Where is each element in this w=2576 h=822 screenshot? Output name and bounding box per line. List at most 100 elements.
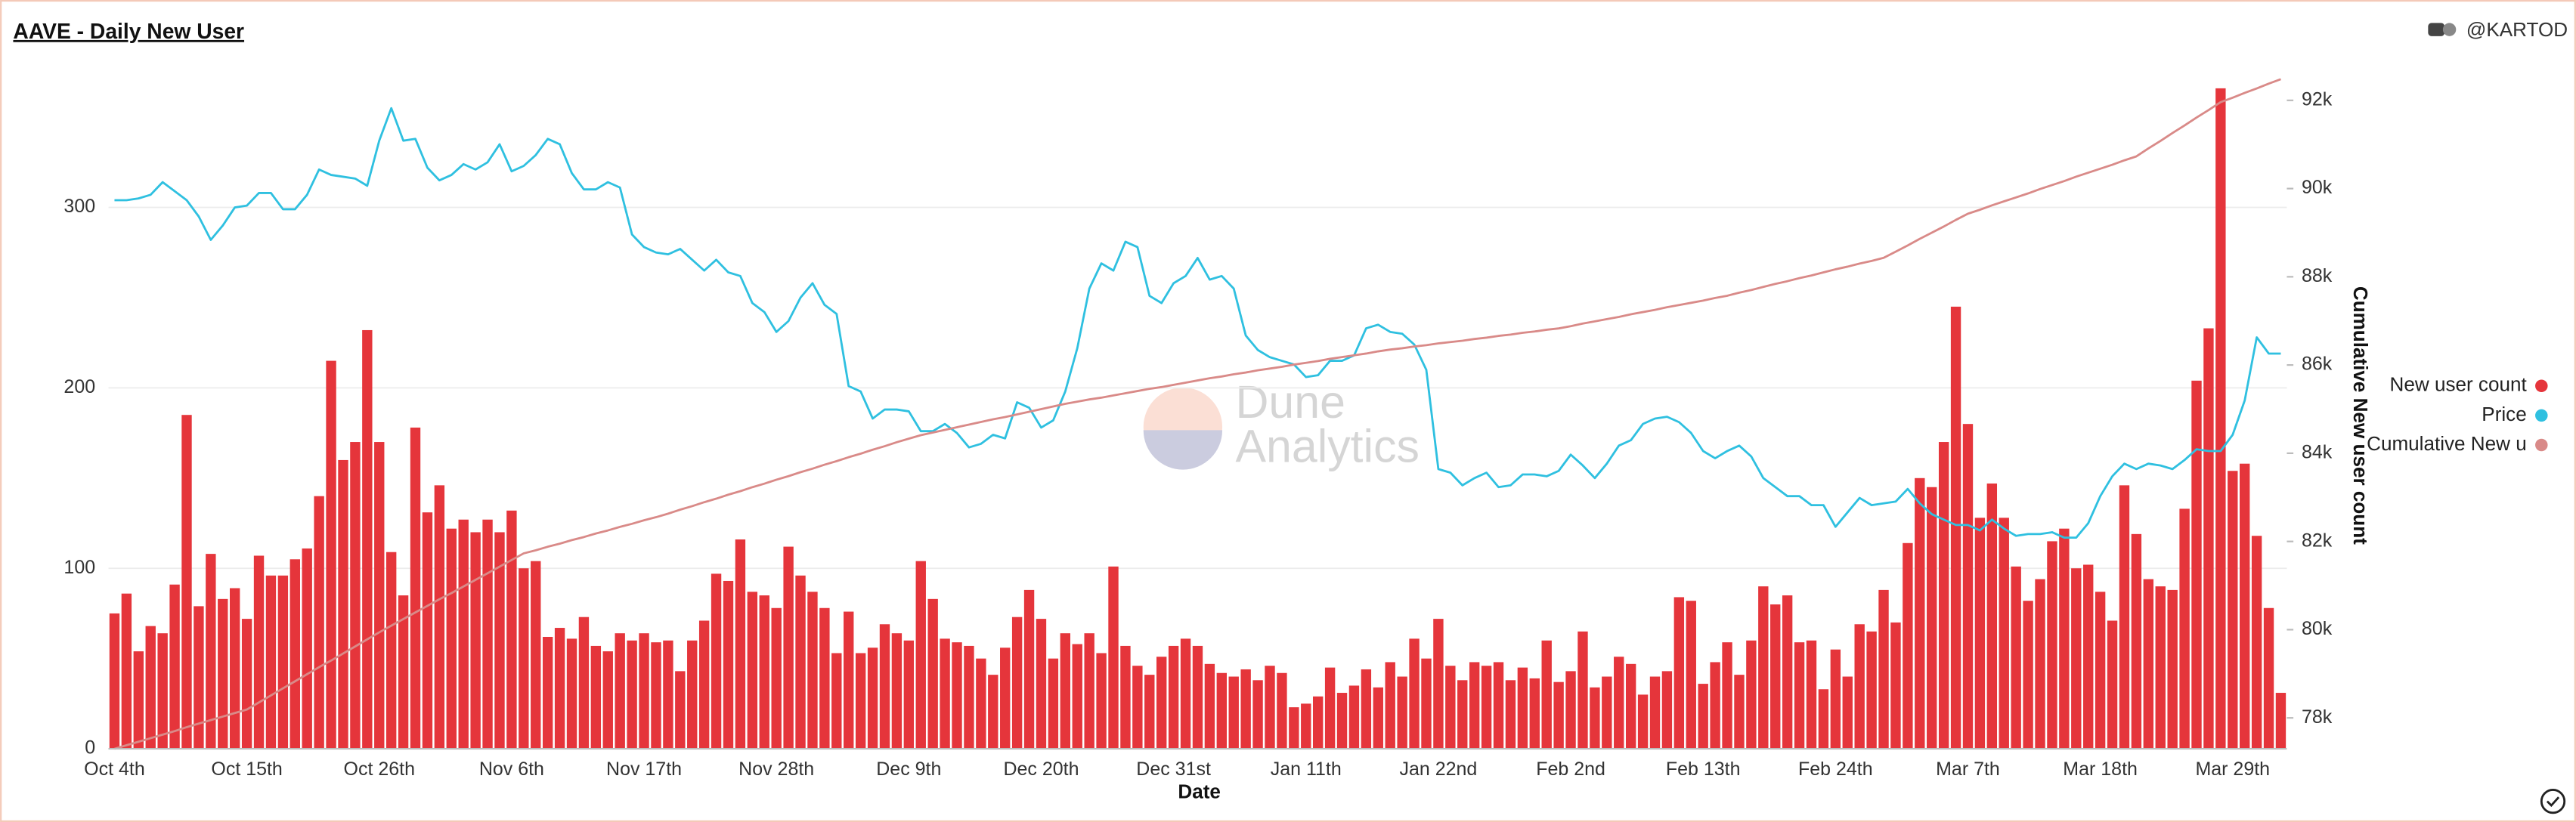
bar: [157, 633, 168, 749]
legend-label[interactable]: Price: [2482, 403, 2526, 425]
author[interactable]: @KARTOD: [2466, 18, 2568, 41]
bar: [506, 510, 517, 749]
bar: [2155, 586, 2166, 749]
bar: [1649, 676, 1661, 749]
bar: [1974, 518, 1986, 749]
bar: [879, 624, 890, 749]
bar: [698, 620, 710, 749]
y-tick-label: 200: [63, 376, 95, 397]
bar: [277, 575, 289, 749]
legend-label[interactable]: New user count: [2390, 373, 2528, 396]
bar: [1794, 642, 1805, 749]
bar: [314, 496, 324, 749]
x-tick-label: Nov 28th: [738, 759, 814, 780]
bar: [1348, 685, 1360, 749]
bar: [1312, 696, 1324, 749]
bar: [1673, 597, 1685, 749]
bar: [807, 592, 818, 749]
bar: [2059, 528, 2070, 749]
bar: [1409, 638, 1420, 749]
bar: [482, 519, 493, 749]
bar: [2083, 564, 2094, 749]
bar: [1878, 589, 1889, 749]
status-icon[interactable]: [2540, 788, 2566, 814]
line: [114, 107, 2281, 539]
bar: [1734, 675, 1745, 749]
y2-tick-label: 90k: [2302, 177, 2333, 198]
bar: [1637, 694, 1649, 749]
bar: [2275, 693, 2287, 749]
chart-title[interactable]: AAVE - Daily New User: [13, 19, 244, 43]
x-tick-label: Nov 17th: [606, 759, 682, 780]
bar: [1048, 658, 1059, 749]
bar: [1023, 589, 1035, 749]
bar: [1011, 616, 1023, 749]
bar: [1252, 680, 1263, 749]
bar: [374, 442, 385, 749]
y-tick-label: 0: [85, 737, 95, 759]
bar: [1541, 640, 1552, 749]
bar: [602, 651, 613, 749]
bar: [1529, 678, 1540, 749]
legend-swatch: [2535, 438, 2548, 452]
bar: [1168, 645, 1179, 749]
x-tick-label: Oct 15th: [211, 759, 282, 780]
bar: [554, 628, 565, 749]
bar: [1915, 477, 1925, 749]
bar: [1096, 653, 1107, 749]
bar: [1108, 566, 1119, 749]
bar: [1385, 662, 1395, 749]
bar: [1324, 667, 1336, 749]
x-tick-label: Mar 18th: [2063, 759, 2138, 780]
bar: [1156, 657, 1167, 749]
bar: [1301, 703, 1311, 749]
legend: New user count Price Cumulative New u: [2367, 373, 2548, 455]
bar: [133, 651, 144, 749]
bar: [2263, 607, 2274, 749]
bar: [759, 595, 769, 749]
line: [114, 78, 2281, 750]
bar: [2047, 541, 2057, 749]
bar: [542, 636, 553, 749]
bar: [1517, 667, 1528, 749]
bar: [2215, 88, 2226, 749]
bar: [1481, 666, 1492, 749]
y2-tick-label: 88k: [2302, 265, 2333, 286]
bar: [783, 546, 794, 749]
bar: [289, 559, 300, 749]
bar: [2023, 601, 2033, 749]
bar: [1228, 676, 1239, 749]
legend-label[interactable]: Cumulative New u: [2367, 432, 2527, 455]
bar: [1361, 669, 1372, 749]
bar: [458, 519, 469, 749]
bar: [1132, 666, 1143, 749]
bar: [494, 532, 505, 749]
bar: [470, 532, 481, 749]
bar: [819, 607, 830, 749]
bar: [915, 561, 926, 749]
x-axis-title: Date: [1178, 780, 1221, 803]
bar: [1758, 586, 1769, 749]
bar: [169, 584, 180, 749]
bar: [627, 640, 637, 749]
x-tick-label: Feb 2nd: [1536, 759, 1605, 780]
bar: [964, 645, 974, 749]
bar: [1445, 666, 1456, 749]
bar: [639, 633, 649, 749]
bar: [1806, 640, 1817, 749]
bar: [2228, 471, 2238, 749]
bar: [1072, 644, 1082, 749]
bar: [2011, 566, 2021, 749]
bar: [831, 653, 842, 749]
x-tick-label: Dec 31st: [1136, 759, 1211, 780]
bar: [711, 573, 722, 749]
bar: [2167, 589, 2178, 749]
x-tick-label: Jan 11th: [1271, 759, 1342, 780]
bar: [1818, 689, 1829, 749]
bar: [1505, 680, 1516, 749]
y2-tick-label: 84k: [2302, 441, 2333, 462]
bar: [531, 561, 541, 749]
bar: [1698, 684, 1708, 749]
bar: [302, 548, 312, 749]
bar: [1457, 680, 1468, 749]
